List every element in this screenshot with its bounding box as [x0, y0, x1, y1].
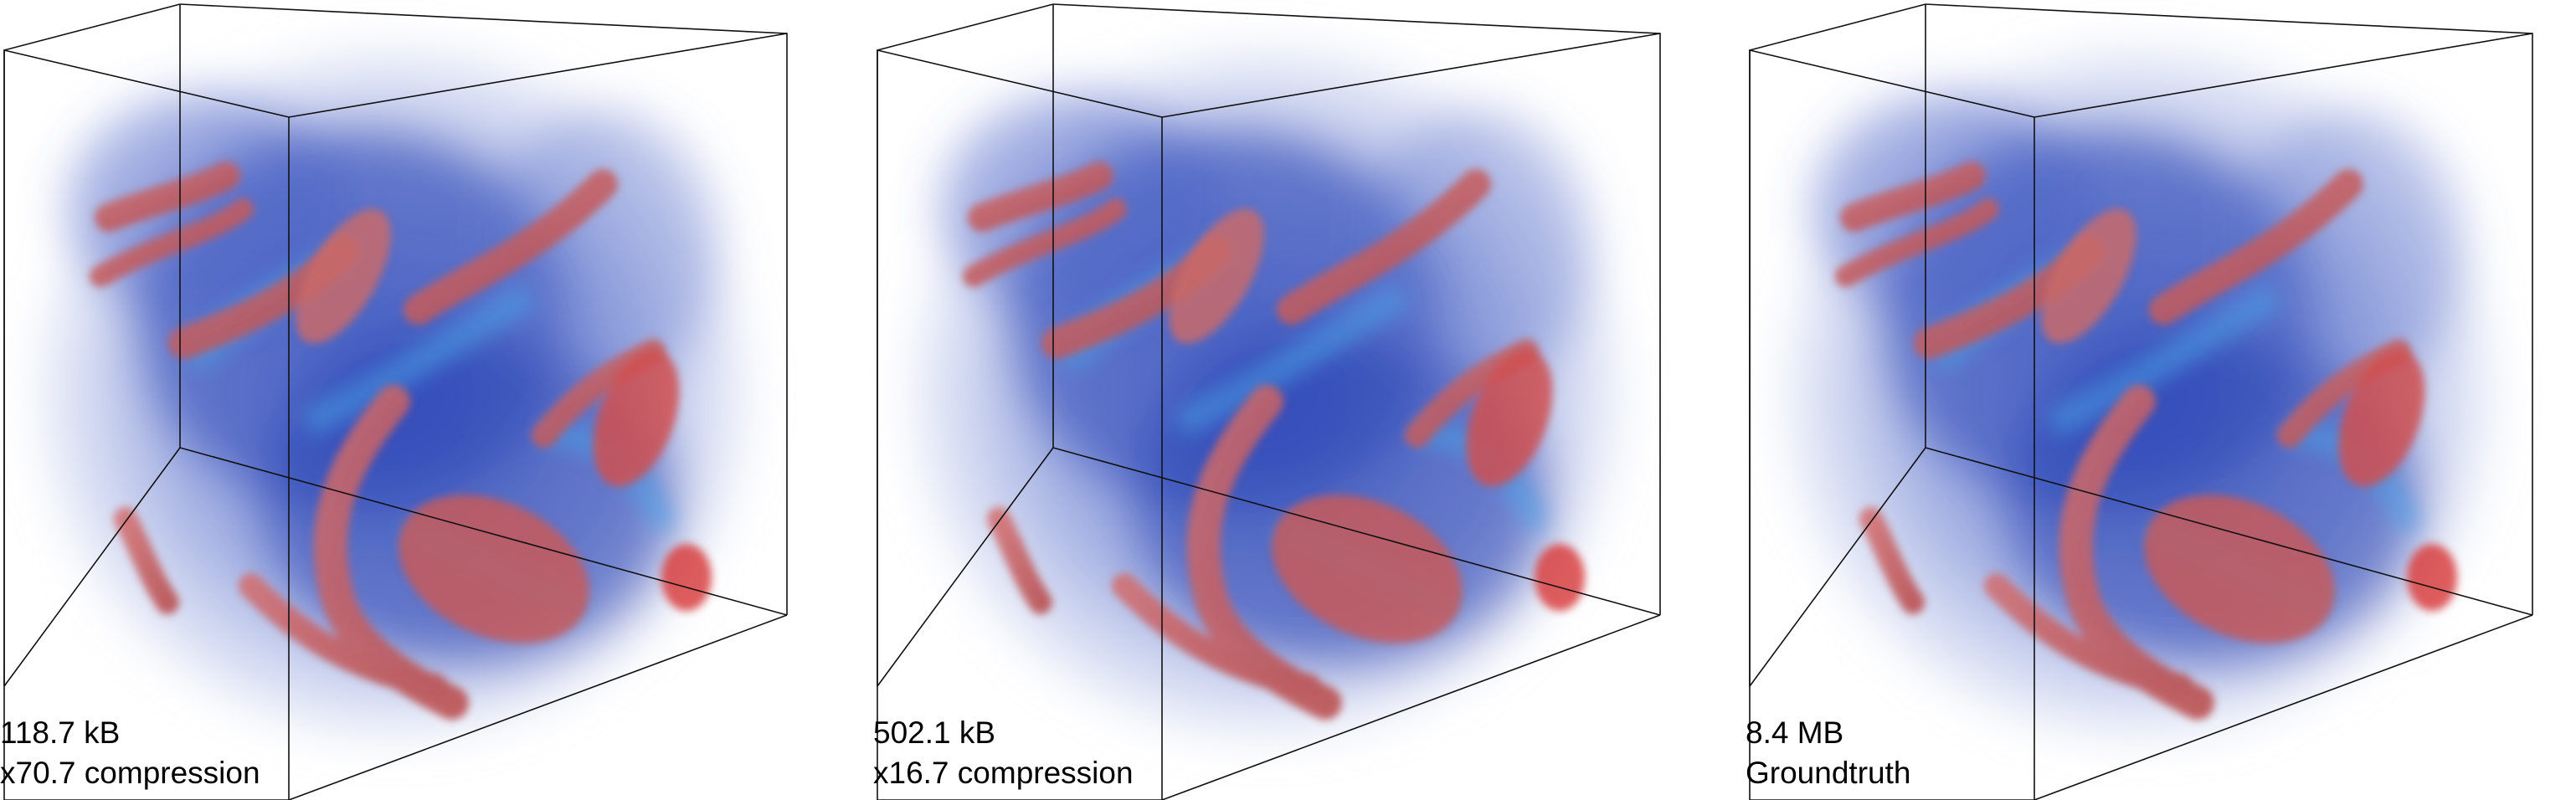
render-panel-1: 118.7 kB x70.7 compression — [0, 0, 837, 800]
compression-label: x70.7 compression — [0, 756, 260, 790]
volume-render — [1746, 0, 2576, 800]
groundtruth-label: Groundtruth — [1746, 756, 1911, 790]
volume-render — [873, 0, 1710, 800]
render-panel-3: 8.4 MB Groundtruth — [1746, 0, 2576, 800]
volume-render — [0, 0, 837, 800]
file-size: 118.7 kB — [0, 715, 121, 750]
compression-label: x16.7 compression — [873, 756, 1134, 790]
caption: 502.1 kB x16.7 compression — [873, 713, 1134, 793]
caption: 8.4 MB Groundtruth — [1746, 713, 1910, 793]
render-panel-2: 502.1 kB x16.7 compression — [873, 0, 1710, 800]
file-size: 8.4 MB — [1746, 715, 1844, 750]
caption: 118.7 kB x70.7 compression — [0, 713, 260, 793]
file-size: 502.1 kB — [873, 715, 996, 750]
